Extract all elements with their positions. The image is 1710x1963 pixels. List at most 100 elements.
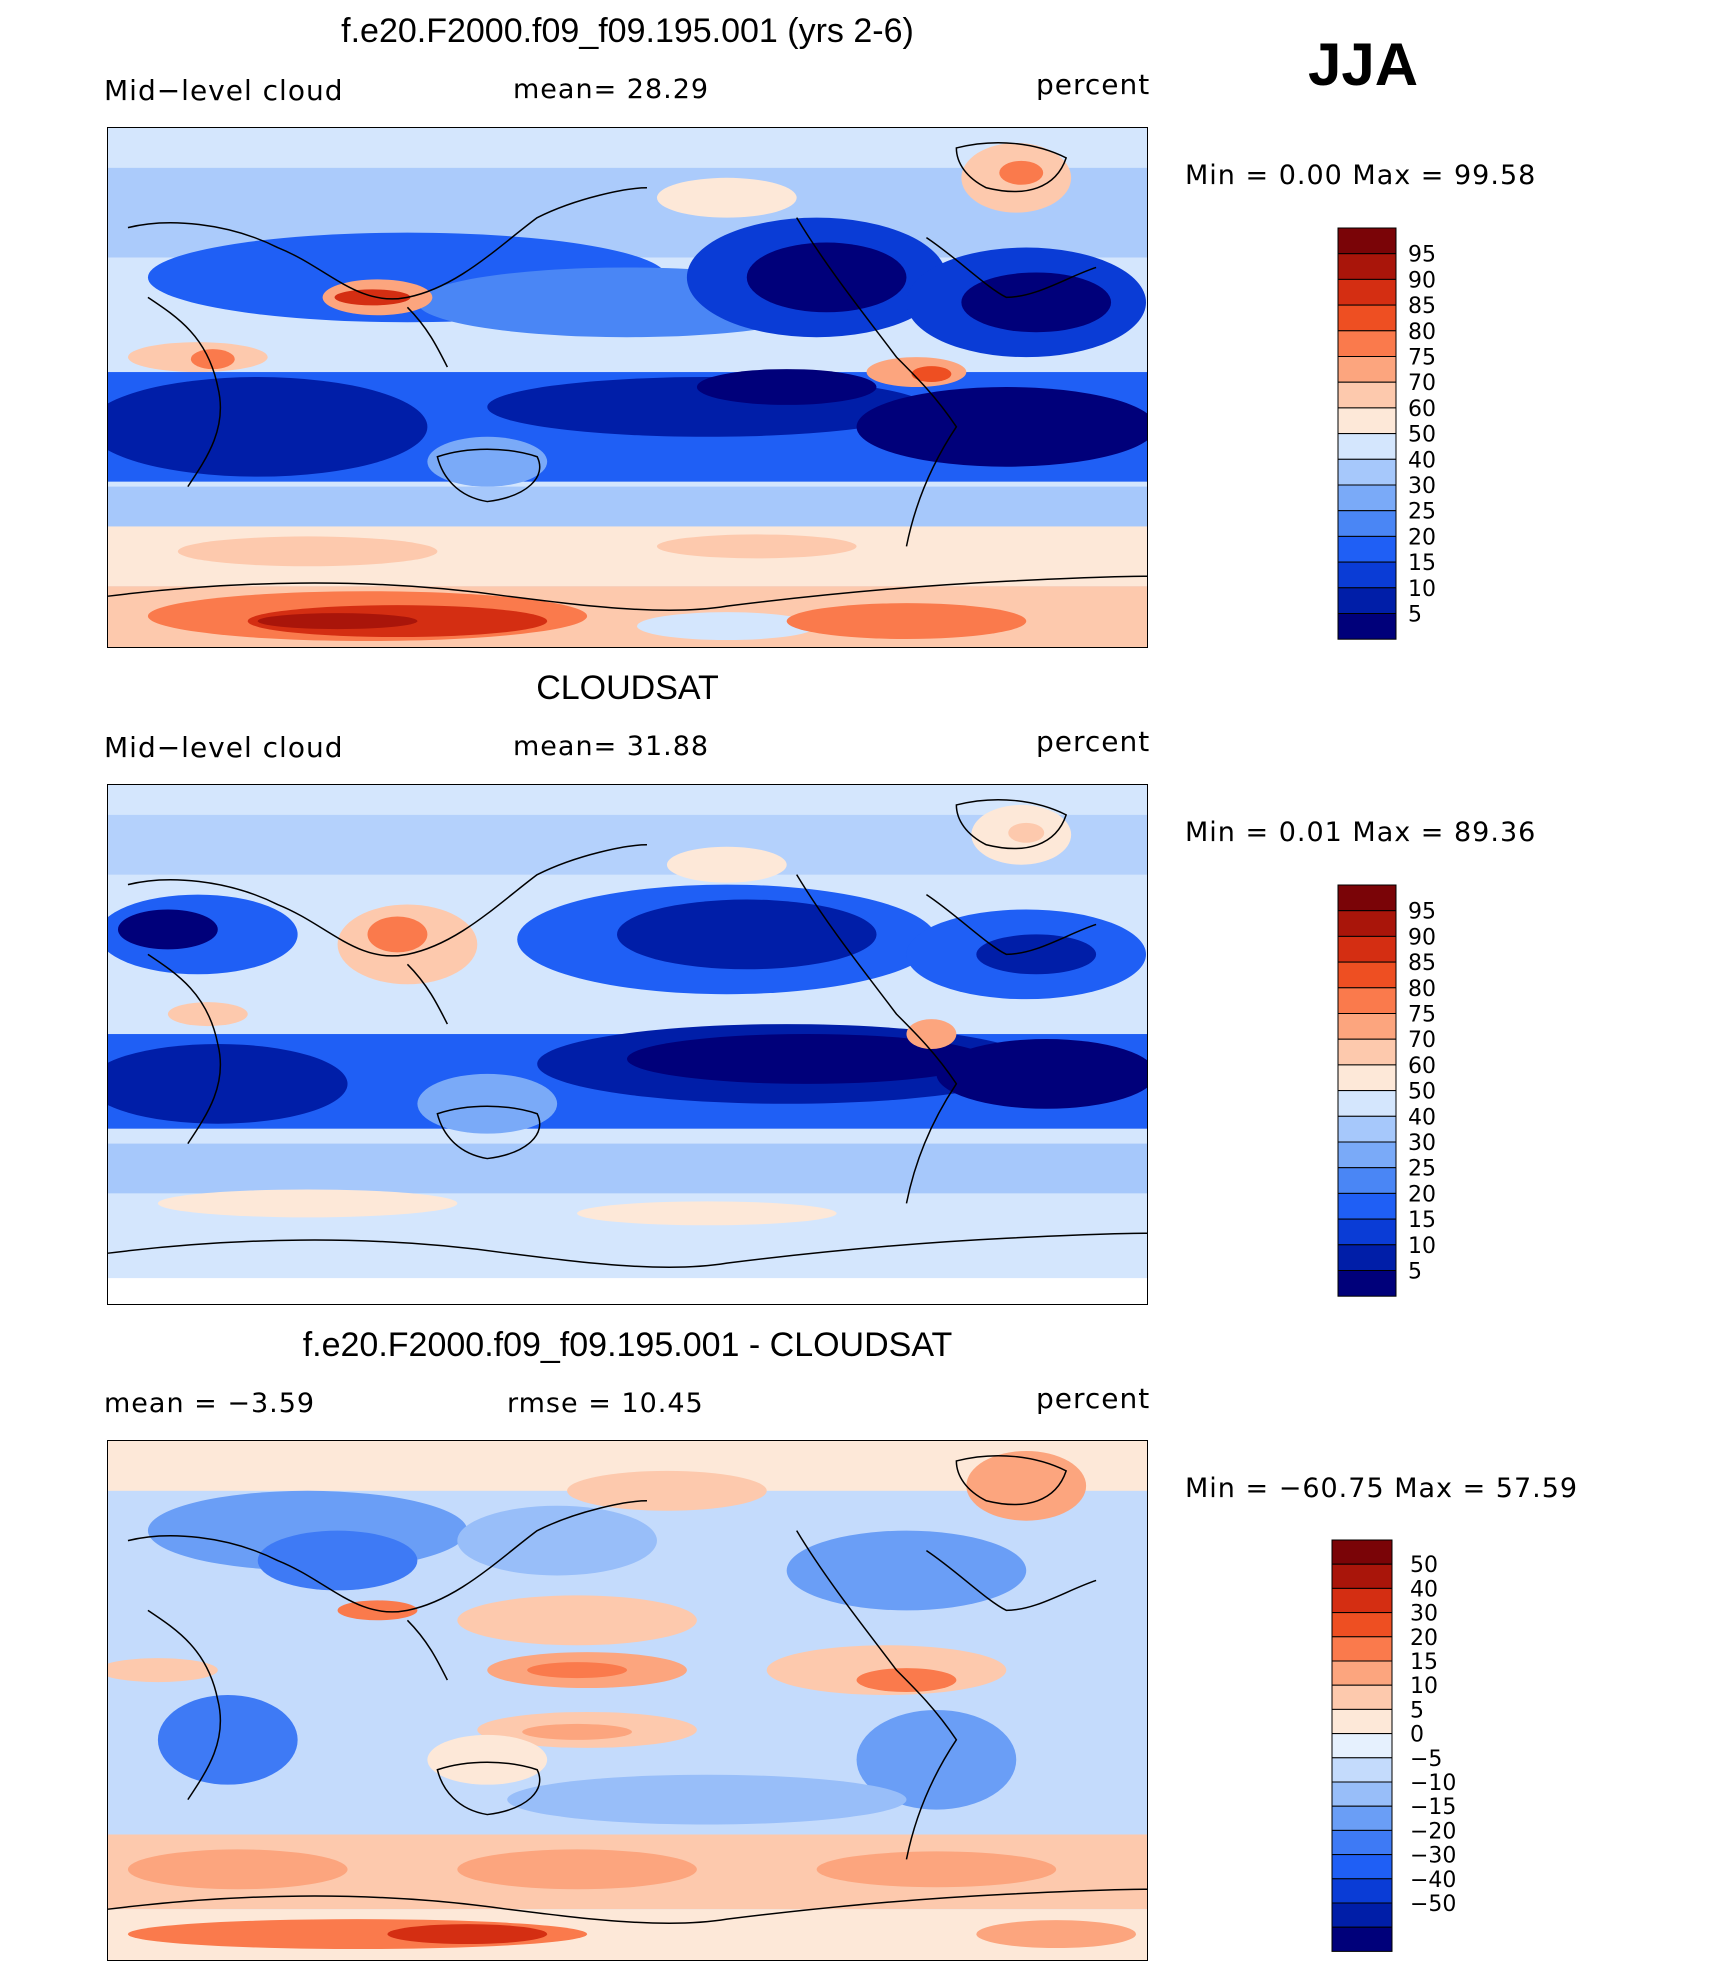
colorbar-swatch [1337,381,1397,409]
colorbar-tick-label: 80 [1408,977,1436,1002]
colorbar-swatch [1337,1064,1397,1092]
colorbar-swatch [1331,1587,1393,1614]
colorbar-swatch [1337,433,1397,460]
colorbar-swatch [1331,1781,1393,1807]
colorbar-swatch [1337,330,1397,358]
colorbar-swatch [1337,1167,1397,1194]
colorbar-tick-label: 85 [1408,951,1436,976]
colorbar-swatch [1337,561,1397,589]
colorbar-tick-label: 30 [1408,1131,1436,1156]
panel-3-title: f.e20.F2000.f09_f09.195.001 - CLOUDSAT [302,1326,953,1364]
colorbar-swatch [1337,935,1397,963]
colorbar-swatch [1337,910,1397,937]
colorbar-swatch [1331,1805,1393,1831]
colorbar-swatch [1337,987,1397,1015]
colorbar-1: 95 90 85 80 75 70 60 50 40 30 25 20 15 10 5 [1337,227,1458,640]
colorbar-tick-label: 5 [1408,1260,1422,1285]
colorbar-2: 95 90 85 80 75 70 60 50 40 30 25 20 15 10 5 [1337,884,1458,1297]
panel-1-units: percent [1036,68,1151,101]
season-label: JJA [1308,31,1419,98]
colorbar-tick-label: 10 [1408,577,1436,602]
colorbar-swatch [1331,1660,1393,1686]
colorbar-swatch [1337,1244,1397,1271]
colorbar-tick-label: 70 [1408,371,1436,396]
colorbar-tick-label: 20 [1408,525,1436,550]
colorbar-tick-label: 85 [1408,294,1436,319]
colorbar-tick-label: −30 [1410,1844,1456,1869]
colorbar-tick-label: 5 [1410,1698,1424,1723]
panel-2-field [108,785,1147,1304]
colorbar-tick-label: 30 [1408,474,1436,499]
colorbar-swatch [1337,1013,1397,1040]
panel-2-variable-label: Mid−level cloud [104,731,344,764]
colorbar-tick-label: 40 [1410,1577,1438,1602]
colorbar-tick-label: −5 [1410,1747,1442,1772]
colorbar-swatch [1331,1708,1393,1735]
colorbar-tick-label: 75 [1408,1003,1436,1028]
panel-3-rmse: rmse = 10.45 [507,1388,704,1419]
colorbar-swatch [1337,407,1397,435]
colorbar-tick-label: 50 [1408,423,1436,448]
colorbar-tick-label: 90 [1408,925,1436,950]
colorbar-swatch [1331,1829,1393,1856]
panel-3-minmax: Min = −60.75 Max = 57.59 [1185,1473,1579,1504]
colorbar-swatch [1337,613,1397,640]
colorbar-tick-label: 80 [1408,320,1436,345]
colorbar-swatch [1337,884,1397,912]
colorbar-swatch [1331,1854,1393,1880]
colorbar-swatch [1331,1878,1393,1904]
colorbar-tick-label: −20 [1410,1819,1456,1844]
colorbar-tick-label: −10 [1410,1771,1456,1796]
colorbar-tick-label: 95 [1408,900,1436,925]
colorbar-swatch [1337,1141,1397,1169]
colorbar-swatch [1331,1926,1393,1952]
panel-1-variable-label: Mid−level cloud [104,74,344,107]
colorbar-tick-label: 70 [1408,1028,1436,1053]
panel-1-mean: mean= 28.29 [513,74,710,105]
colorbar-swatch [1337,304,1397,332]
panel-3-field [108,1441,1147,1960]
colorbar-swatch [1337,535,1397,563]
colorbar-swatch [1337,1090,1397,1117]
colorbar-swatch [1331,1733,1393,1759]
colorbar-swatch [1337,1192,1397,1220]
panel-2-map [107,784,1148,1305]
panel-1-map [107,127,1148,648]
colorbar-tick-label: 10 [1410,1674,1438,1699]
colorbar-tick-label: 25 [1408,500,1436,525]
colorbar-tick-label: 90 [1408,268,1436,293]
colorbar-swatch [1331,1757,1393,1783]
panel-3-units: percent [1036,1382,1151,1415]
colorbar-tick-label: 30 [1410,1602,1438,1627]
colorbar-tick-label: 5 [1408,603,1422,628]
colorbar-tick-label: 15 [1410,1650,1438,1675]
colorbar-tick-label: 15 [1408,551,1436,576]
colorbar-swatch [1337,587,1397,614]
colorbar-tick-label: 0 [1410,1723,1424,1748]
panel-1-field [108,128,1147,647]
panel-3-map [107,1440,1148,1961]
panel-2-units: percent [1036,725,1151,758]
colorbar-tick-label: 15 [1408,1208,1436,1233]
panel-2-minmax: Min = 0.01 Max = 89.36 [1185,817,1537,848]
colorbar-tick-label: 60 [1408,397,1436,422]
colorbar-tick-label: 50 [1410,1553,1438,1578]
colorbar-swatch [1337,1115,1397,1143]
colorbar-swatch [1337,253,1397,280]
colorbar-swatch [1337,1270,1397,1297]
colorbar-swatch [1331,1902,1393,1928]
panel-2-title: CLOUDSAT [536,669,719,707]
colorbar-swatch [1337,484,1397,512]
colorbar-tick-label: 60 [1408,1054,1436,1079]
colorbar-tick-label: −15 [1410,1795,1456,1820]
colorbar-tick-label: 40 [1408,448,1436,473]
colorbar-tick-label: 25 [1408,1157,1436,1182]
panel-1-minmax: Min = 0.00 Max = 99.58 [1185,160,1537,191]
colorbar-tick-label: 20 [1410,1626,1438,1651]
colorbar-swatch [1337,227,1397,255]
colorbar-tick-label: 50 [1408,1080,1436,1105]
colorbar-swatch [1331,1636,1393,1662]
colorbar-tick-label: 40 [1408,1105,1436,1130]
colorbar-3: 50 40 30 20 15 10 5 0 −5 −10 −15 −20 −30 −40 −50 [1331,1539,1462,1960]
colorbar-swatch [1337,1038,1397,1066]
